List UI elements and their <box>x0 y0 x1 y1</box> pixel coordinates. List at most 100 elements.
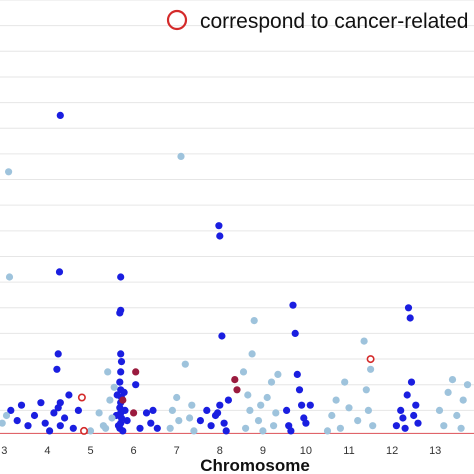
x-tick-label: 7 <box>174 445 180 457</box>
snp-point <box>106 396 114 404</box>
snp-point <box>399 414 407 422</box>
snp-point <box>166 424 174 432</box>
snp-point <box>2 411 11 420</box>
snp-point <box>216 232 224 240</box>
snp-point <box>120 388 128 396</box>
snp-point <box>117 358 126 366</box>
snp-point <box>459 396 467 404</box>
snp-point <box>5 273 14 281</box>
highlighted-point <box>119 396 127 404</box>
snp-point <box>287 427 295 435</box>
snp-point <box>186 414 194 422</box>
snp-point <box>289 301 297 309</box>
snp-point <box>123 417 131 425</box>
snp-point <box>168 406 176 414</box>
snp-point <box>207 422 215 430</box>
snp-point <box>414 419 422 427</box>
snp-point <box>401 424 409 432</box>
snp-point <box>116 378 124 386</box>
snp-point <box>173 393 181 402</box>
snp-point <box>5 168 13 176</box>
x-tick-labels: 3 4 5 6 7 8 9 10 11 12 13 <box>1 445 441 457</box>
snp-point <box>291 329 299 337</box>
snp-point <box>360 337 368 345</box>
snp-point <box>272 409 280 417</box>
snp-point <box>345 404 353 412</box>
highlighted-point <box>132 368 140 376</box>
snp-point <box>362 386 370 394</box>
snp-point <box>412 401 420 409</box>
snp-point <box>267 378 276 386</box>
snp-point <box>117 368 125 376</box>
cancer-related-point <box>80 426 89 435</box>
x-tick-label: 5 <box>87 445 93 457</box>
snp-point <box>46 427 54 435</box>
x-axis-label: Chromosome <box>200 456 310 474</box>
snp-point <box>328 411 336 420</box>
snp-point <box>283 406 291 414</box>
snp-point <box>215 222 223 230</box>
snp-point <box>110 383 118 391</box>
snp-point <box>190 427 198 435</box>
snp-point <box>181 360 189 368</box>
snp-point <box>248 350 256 358</box>
x-tick-label: 9 <box>260 445 266 457</box>
snp-point <box>263 393 271 402</box>
snp-point <box>203 406 211 414</box>
snp-point <box>55 268 64 276</box>
snp-point <box>222 427 230 435</box>
snp-point <box>250 317 258 325</box>
snp-point <box>132 381 140 389</box>
x-tick-label: 11 <box>343 445 354 457</box>
snp-point <box>369 422 377 430</box>
snp-point <box>37 399 45 407</box>
snp-point <box>244 391 252 399</box>
snp-point <box>295 386 304 394</box>
snp-point <box>69 424 77 432</box>
snp-point <box>293 370 301 378</box>
x-tick-label: 10 <box>300 445 312 457</box>
snp-point <box>406 314 414 322</box>
legend-open-circle-icon <box>166 9 188 31</box>
snp-point <box>56 399 64 407</box>
snp-point <box>332 396 340 404</box>
snp-point <box>435 406 444 414</box>
snp-point <box>136 424 144 432</box>
snp-point <box>149 406 157 414</box>
snp-point <box>242 424 250 432</box>
snp-point <box>341 378 349 386</box>
snp-point <box>257 401 265 409</box>
snp-point <box>323 427 332 435</box>
snp-point <box>403 391 411 399</box>
snp-point <box>457 424 465 432</box>
snp-point <box>196 417 204 425</box>
snp-point <box>354 417 362 425</box>
highlighted-point <box>231 376 239 384</box>
snp-point <box>121 406 129 414</box>
snp-point <box>410 411 418 420</box>
snp-point <box>306 401 314 409</box>
x-tick-label: 12 <box>386 445 398 457</box>
gridlines <box>0 0 474 411</box>
snp-point <box>246 406 254 414</box>
snp-point <box>13 417 21 425</box>
snp-point <box>218 332 226 340</box>
snp-point <box>50 409 58 417</box>
snp-point <box>274 370 282 378</box>
snp-point <box>41 419 49 427</box>
snp-point <box>0 419 6 427</box>
snp-point <box>259 427 267 435</box>
snp-point <box>453 411 461 420</box>
snp-point <box>254 417 263 425</box>
snp-point <box>407 378 416 386</box>
snp-point <box>56 111 64 119</box>
snp-point <box>177 152 185 160</box>
legend-label: correspond to cancer-related <box>200 10 468 33</box>
snp-point <box>74 406 82 414</box>
snp-point <box>95 409 103 417</box>
snp-point <box>147 419 155 427</box>
snp-point <box>397 406 405 414</box>
snp-point <box>444 388 452 396</box>
snp-point <box>336 424 344 432</box>
snp-point <box>448 376 457 384</box>
